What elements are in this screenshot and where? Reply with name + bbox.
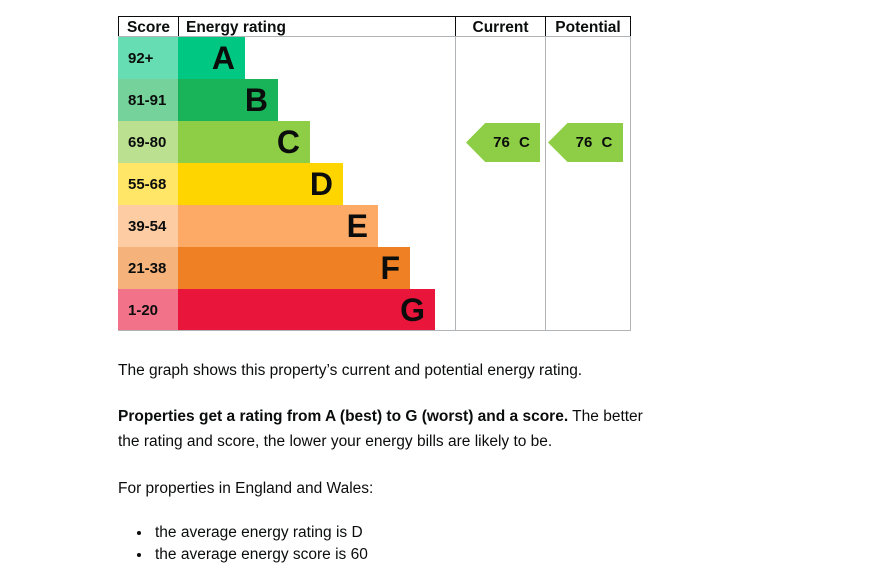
band-a-bar: A — [178, 37, 245, 79]
rating-explanation-line2: the rating and score, the lower your ene… — [118, 433, 553, 450]
table-bottom-border — [118, 330, 631, 331]
band-b-score-range: 81-91 — [118, 79, 178, 121]
header-score: Score — [118, 17, 178, 36]
band-f-bar: F — [178, 247, 410, 289]
band-d-bar: D — [178, 163, 343, 205]
header-energy-rating: Energy rating — [178, 17, 455, 36]
band-f-score-range: 21-38 — [118, 247, 178, 289]
band-row-f: 21-38 F — [118, 247, 631, 289]
band-row-e: 39-54 E — [118, 205, 631, 247]
rating-explanation-line1-rest: The better — [568, 408, 643, 425]
band-c-letter: C — [276, 124, 300, 160]
band-row-g: 1-20 G — [118, 289, 631, 331]
table-right-border — [630, 37, 631, 331]
band-row-d: 55-68 D — [118, 163, 631, 205]
chart-description: The graph shows this property’s current … — [118, 358, 758, 565]
band-d-score-range: 55-68 — [118, 163, 178, 205]
energy-rating-chart: Score Energy rating Current Potential 92… — [118, 16, 631, 331]
current-column-divider — [455, 37, 456, 331]
band-a-letter: A — [211, 40, 235, 76]
band-a-score-range: 92+ — [118, 37, 178, 79]
potential-column-divider — [545, 37, 546, 331]
band-b-letter: B — [244, 82, 268, 118]
band-row-c: 69-80 C — [118, 121, 631, 163]
band-e-score-range: 39-54 — [118, 205, 178, 247]
header-potential: Potential — [545, 17, 631, 36]
band-g-bar: G — [178, 289, 435, 331]
band-c-bar: C — [178, 121, 310, 163]
average-rating-item: the average energy rating is D — [152, 522, 758, 544]
rating-explanation-bold: Properties get a rating from A (best) to… — [118, 408, 569, 425]
band-e-bar: E — [178, 205, 378, 247]
chart-header-row: Score Energy rating Current Potential — [118, 16, 631, 37]
header-current: Current — [455, 17, 545, 36]
chart-body: 92+ A 81-91 B 69-80 C 55-68 — [118, 37, 631, 331]
intro-paragraph: The graph shows this property’s current … — [118, 358, 758, 383]
band-g-score-range: 1-20 — [118, 289, 178, 331]
band-c-score-range: 69-80 — [118, 121, 178, 163]
region-paragraph: For properties in England and Wales: — [118, 480, 374, 497]
average-stats-list: the average energy rating is D the avera… — [152, 522, 758, 565]
band-row-b: 81-91 B — [118, 79, 631, 121]
intro-text: The graph shows this property’s current … — [118, 362, 583, 379]
band-row-a: 92+ A — [118, 37, 631, 79]
band-e-letter: E — [346, 208, 368, 244]
band-d-letter: D — [309, 166, 333, 202]
rating-explanation-paragraph: Properties get a rating from A (best) to… — [118, 404, 758, 454]
band-f-letter: F — [380, 250, 400, 286]
band-b-bar: B — [178, 79, 278, 121]
band-g-letter: G — [400, 292, 425, 328]
average-score-item: the average energy score is 60 — [152, 544, 758, 566]
current-rating-label: 76 C — [493, 134, 530, 151]
potential-rating-label: 76 C — [575, 134, 613, 151]
